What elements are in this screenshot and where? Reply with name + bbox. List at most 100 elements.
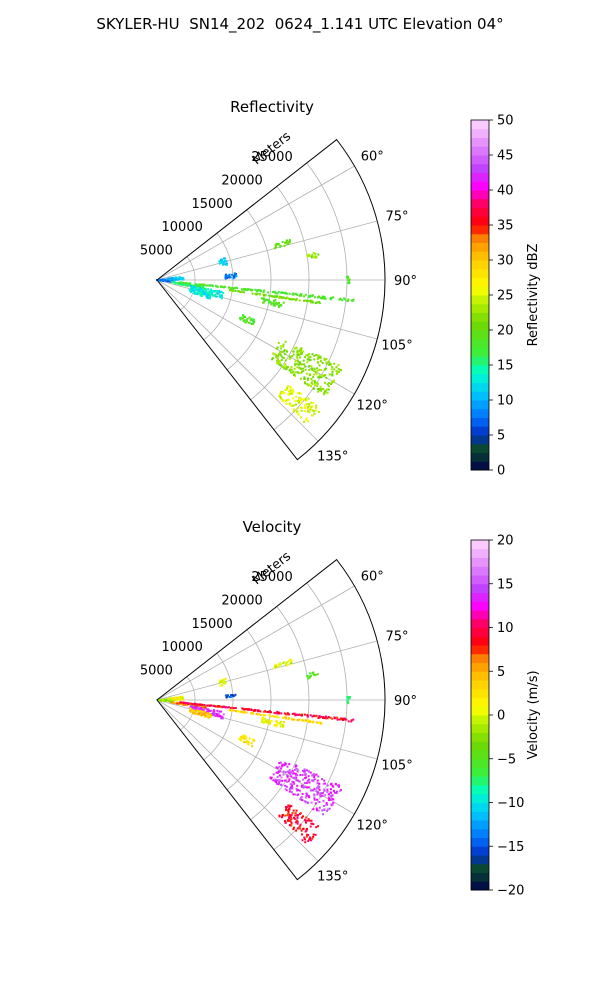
radar-gate [310,381,313,384]
radar-gate [199,291,202,294]
radar-gate [311,353,314,356]
colorbar-tick-label: 25 [497,289,514,304]
radar-gate [286,292,289,295]
radar-gate [310,801,313,804]
radar-gate [321,809,324,812]
radar-gate [273,295,276,298]
colorbar-tick-label: 5 [497,429,505,444]
radar-gate [281,662,284,665]
radar-gate [341,299,344,302]
radar-gate [282,301,285,304]
radar-gate [312,370,315,373]
radar-gate [216,713,219,716]
radar-gate [196,709,199,712]
radar-gate [284,359,287,362]
radar-gate [276,779,279,782]
radar-gate [315,721,318,724]
radar-gate [308,819,311,822]
radar-gate [211,285,214,288]
radar-gate [218,681,221,684]
range-tick-label: 25000 [251,150,292,165]
radar-gate [221,258,224,261]
radar-gate [290,660,293,663]
colorbar-segment [471,373,489,383]
radar-gate [242,319,245,322]
radar-gate [228,275,231,278]
radar-gate [168,697,171,700]
radar-gate [294,812,297,815]
radar-gate [275,302,278,305]
radar-gate [292,809,295,812]
radar-gate [276,767,279,770]
radar-gate [214,705,217,708]
range-ring [226,629,272,791]
radar-gate [294,774,297,777]
radar-gate [312,835,315,838]
figure-title: SKYLER-HU SN14_202 0624_1.141 UTC Elevat… [96,15,504,33]
colorbar-segment [471,802,489,812]
radar-gate [306,779,309,782]
radar-gate [215,295,218,298]
colorbar-segment [471,443,489,453]
radar-gate [282,723,285,726]
radar-gate [306,405,309,408]
radar-gate [327,388,330,391]
radar-gate [189,702,192,705]
radar-gate [240,316,243,319]
radar-gate [200,283,203,286]
radar-gate [316,791,319,794]
colorbar-segment [471,575,489,585]
radar-gate [303,771,306,774]
radar-gate [326,391,329,394]
radar-gate [308,403,311,406]
radar-gate [276,715,279,718]
radar-gate [295,363,298,366]
azimuth-tick-label: 135° [317,870,348,885]
radar-gate [324,373,327,376]
radar-gate [307,397,310,400]
radar-gate [317,295,320,298]
radar-gate [285,296,288,299]
radar-gate [192,711,195,714]
radar-gate [305,399,308,402]
radar-gate [212,710,215,713]
radar-gate [277,779,280,782]
radar-gate [295,297,298,300]
radar-gate [324,297,327,300]
radar-gate [264,299,267,302]
radar-gate [301,793,304,796]
radar-gate [191,702,194,705]
radar-gate [313,412,316,415]
radar-gate [269,776,272,779]
radar-gate [252,709,255,712]
radar-gate [321,794,324,797]
radar-gate [167,699,170,702]
radar-gate [299,377,302,380]
radar-gate [314,409,317,412]
radar-gate [162,699,165,702]
radar-gate [202,709,205,712]
radar-gate [213,709,216,712]
radar-gate [276,721,279,724]
radar-gate [322,799,325,802]
colorbar-segment [471,583,489,593]
radar-gate [212,704,215,707]
radar-gate [198,286,201,289]
radar-gate [291,770,294,773]
radar-gate [218,262,221,265]
colorbar-segment [471,557,489,567]
radar-gate [296,779,299,782]
radar-gate [316,361,319,364]
panel-title: Reflectivity [230,98,314,116]
radar-gate [221,715,224,718]
radar-gate [322,387,325,390]
radar-gate [313,387,316,390]
radar-gate [296,359,299,362]
radar-gate [297,412,300,415]
radar-gate [196,288,199,291]
radar-gate [286,775,289,778]
radar-gate [304,299,307,302]
radar-gate [255,293,258,296]
radar-gate [248,321,251,324]
